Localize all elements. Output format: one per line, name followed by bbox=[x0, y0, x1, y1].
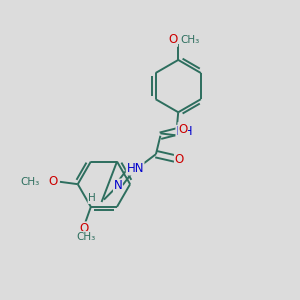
Text: CH₃: CH₃ bbox=[180, 35, 199, 45]
Text: HN: HN bbox=[126, 162, 144, 175]
Text: NH: NH bbox=[176, 125, 194, 138]
Text: CH₃: CH₃ bbox=[20, 177, 40, 187]
Text: O: O bbox=[175, 153, 184, 166]
Text: O: O bbox=[80, 222, 89, 235]
Text: O: O bbox=[48, 175, 58, 188]
Text: O: O bbox=[168, 33, 178, 46]
Text: N: N bbox=[113, 179, 122, 192]
Text: H: H bbox=[88, 194, 96, 203]
Text: CH₃: CH₃ bbox=[76, 232, 95, 242]
Text: O: O bbox=[178, 123, 187, 136]
